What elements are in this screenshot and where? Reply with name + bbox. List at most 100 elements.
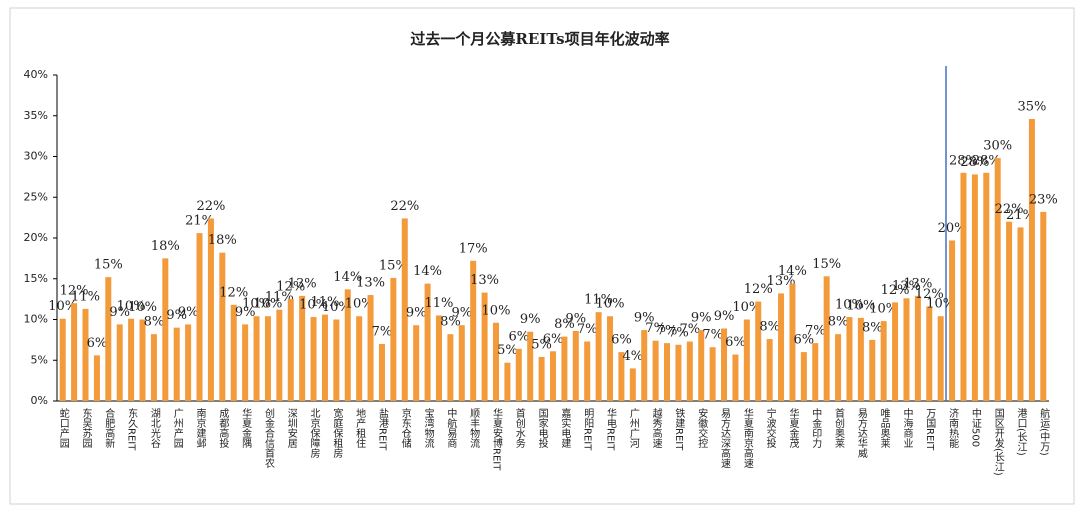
data-label: 30% [983, 139, 1012, 154]
bar [207, 218, 214, 401]
data-label: 18% [208, 233, 237, 248]
bar [1040, 211, 1047, 401]
bar [401, 218, 408, 401]
x-tick-label: 易方达华威 [855, 408, 867, 459]
x-tick-label: 南京建邺 [194, 407, 206, 449]
data-label: 20% [938, 221, 967, 236]
bar [732, 354, 739, 401]
data-label: 12% [915, 287, 944, 302]
bar [481, 292, 488, 401]
bar [778, 293, 785, 401]
x-tick-label: 华电REIT [605, 407, 617, 451]
bar [310, 317, 317, 401]
data-label: 12% [60, 284, 89, 299]
bar [937, 316, 944, 401]
bar [299, 295, 306, 401]
bar [367, 295, 374, 401]
bar [766, 339, 773, 401]
bar [823, 276, 830, 401]
data-label: 6% [543, 332, 564, 347]
bar [139, 319, 146, 401]
data-label: 6% [87, 336, 108, 351]
bar [675, 344, 682, 401]
data-label: 9% [166, 308, 187, 323]
data-label: 11% [311, 295, 340, 310]
data-label: 10% [128, 300, 157, 315]
x-tick-label: 中证500 [969, 407, 981, 447]
data-label: 9% [634, 311, 655, 326]
data-label: 5% [497, 343, 518, 358]
bar [664, 343, 671, 401]
data-label: 13% [356, 276, 385, 291]
bar [618, 352, 625, 401]
bar [755, 301, 762, 401]
bar [1017, 227, 1024, 401]
x-tick-label: 东吴苏园 [80, 407, 92, 449]
data-label: 9% [520, 312, 541, 327]
bar [892, 302, 899, 401]
data-label: 28% [960, 155, 989, 170]
bar [595, 312, 602, 401]
x-tick-label: 华夏南京高速 [741, 407, 753, 468]
bar [105, 277, 112, 401]
data-label: 7% [668, 325, 689, 340]
data-label: 15% [379, 258, 408, 273]
bar [264, 316, 271, 401]
data-label: 10% [926, 297, 955, 312]
data-label: 10% [345, 297, 374, 312]
data-label: 21% [185, 214, 214, 229]
data-label: 8% [440, 315, 461, 330]
bar [812, 343, 819, 401]
bar [607, 316, 614, 401]
bar [789, 283, 796, 401]
x-tick-label: 越秀高速 [650, 407, 662, 448]
data-label: 15% [812, 257, 841, 272]
data-label: 8% [862, 320, 883, 335]
data-label: 22% [390, 199, 419, 214]
data-label: 7% [577, 322, 598, 337]
data-label: 11% [584, 293, 613, 308]
x-tick-label: 首创奥莱 [833, 407, 845, 449]
bar [173, 327, 180, 401]
data-label: 10% [48, 299, 77, 314]
data-label: 28% [949, 153, 978, 168]
x-tick-label: 明阳REIT [582, 408, 594, 451]
y-tick-label: 15% [24, 272, 48, 285]
bar [527, 331, 534, 401]
bar [162, 258, 169, 401]
data-label: 7% [657, 324, 678, 339]
bar [572, 330, 579, 401]
bar [458, 325, 465, 401]
x-tick-label: 盐港REIT [376, 407, 388, 451]
bar [356, 316, 363, 401]
bar [926, 306, 933, 401]
bar [835, 334, 842, 401]
bar [869, 339, 876, 401]
bar [743, 319, 750, 401]
x-tick-label: 中海商业 [901, 407, 913, 448]
x-tick-label: 宽庭保租房 [331, 407, 343, 459]
bar [721, 328, 728, 401]
x-tick-label: 国区开发(长江) [992, 408, 1004, 476]
x-tick-label: 广州产园 [171, 408, 183, 449]
data-label: 18% [151, 239, 180, 254]
data-label: 13% [892, 279, 921, 294]
data-label: 28% [972, 153, 1001, 168]
data-label: 10% [117, 299, 146, 314]
data-label: 9% [235, 305, 256, 320]
x-tick-label: 华夏金茂 [787, 407, 799, 449]
data-label: 9% [691, 311, 712, 326]
bar [709, 347, 716, 401]
x-tick-label: 顺丰物流 [468, 408, 480, 449]
data-label: 6% [794, 333, 815, 348]
bar [584, 341, 591, 401]
x-tick-label: 北京保障房 [308, 408, 320, 459]
data-label: 10% [869, 302, 898, 317]
y-tick-label: 35% [24, 109, 48, 122]
x-tick-label: 深圳安居 [285, 408, 297, 449]
data-label: 22% [995, 202, 1024, 217]
bar [914, 295, 921, 401]
bar [344, 289, 351, 401]
data-label: 9% [178, 305, 199, 320]
x-tick-label: 中航易商 [445, 407, 457, 449]
